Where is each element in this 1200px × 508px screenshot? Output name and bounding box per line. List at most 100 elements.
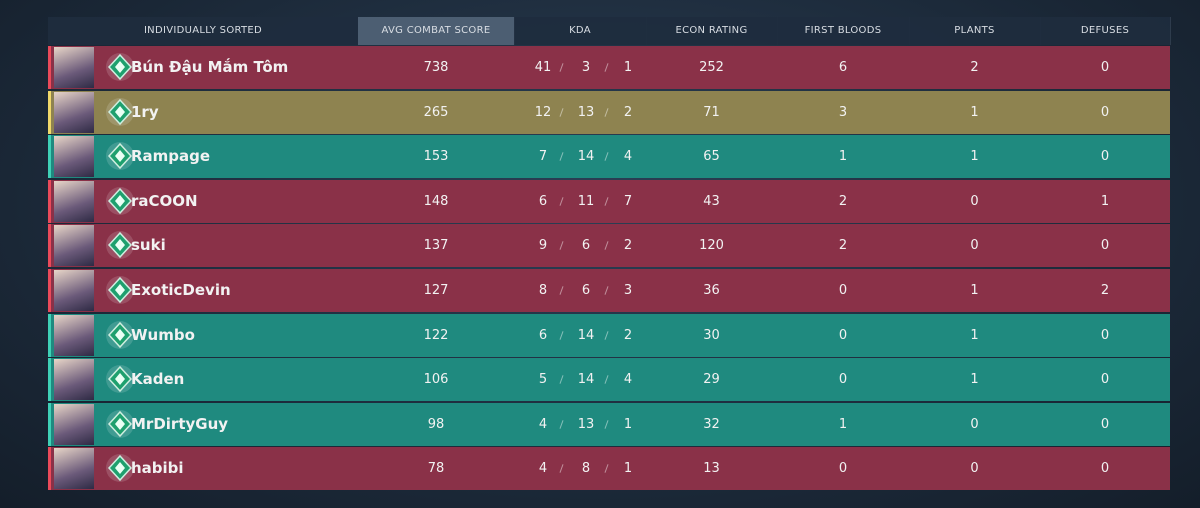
assists: 1 — [623, 416, 633, 432]
avg-combat-score: 106 — [423, 372, 449, 388]
plants: 1 — [970, 149, 979, 165]
kills: 41 — [534, 60, 552, 75]
kda-separator — [559, 152, 564, 162]
player-name[interactable]: Rampage — [131, 147, 211, 166]
agent-portrait — [54, 448, 94, 490]
kills: 6 — [538, 193, 548, 209]
avg-combat-score: 265 — [423, 104, 449, 120]
kills: 6 — [538, 327, 548, 343]
rank-icon — [106, 276, 134, 304]
defuses: 0 — [1100, 60, 1110, 75]
player-name[interactable]: suki — [131, 236, 166, 255]
assists: 4 — [623, 149, 633, 165]
player-name[interactable]: MrDirtyGuy — [131, 414, 229, 433]
plants: 1 — [970, 104, 979, 120]
column-header[interactable]: FIRST BLOODS — [777, 17, 910, 45]
team-stripe — [48, 402, 51, 446]
defuses: 0 — [1100, 327, 1110, 343]
player-name[interactable]: Kaden — [131, 370, 185, 389]
rank-icon — [106, 53, 134, 81]
kills: 4 — [538, 416, 548, 432]
defuses: 0 — [1100, 416, 1110, 432]
plants: 2 — [970, 60, 979, 75]
kda-separator — [559, 107, 564, 117]
rank-icon — [106, 320, 134, 349]
avg-combat-score: 137 — [423, 238, 449, 254]
econ-rating: 43 — [703, 193, 720, 209]
assists: 1 — [623, 461, 633, 477]
deaths: 14 — [577, 327, 595, 343]
kills: 5 — [538, 372, 548, 388]
avg-combat-score: 98 — [427, 416, 445, 432]
kda-separator — [604, 152, 609, 162]
player-row[interactable]: Wumbo 122 6 14 2 30 0 1 0 — [48, 313, 1170, 357]
plants: 1 — [970, 372, 979, 388]
kda-separator — [604, 419, 609, 429]
defuses: 1 — [1100, 193, 1110, 209]
deaths: 3 — [581, 60, 591, 75]
player-row[interactable]: 1ry 265 12 13 2 71 3 1 0 — [48, 90, 1170, 134]
first-bloods: 0 — [838, 461, 848, 477]
rank-icon — [106, 454, 134, 483]
player-row[interactable]: habibi 78 4 8 1 13 0 0 0 — [48, 447, 1170, 491]
deaths: 13 — [577, 104, 595, 120]
kda-separator — [559, 241, 564, 251]
first-bloods: 3 — [838, 104, 848, 120]
team-stripe — [48, 269, 51, 312]
player-name[interactable]: ExoticDevin — [131, 281, 231, 299]
kills: 7 — [538, 149, 548, 165]
kda-separator — [559, 330, 564, 340]
kills: 9 — [538, 238, 548, 254]
kills: 8 — [538, 283, 548, 298]
assists: 2 — [623, 104, 633, 120]
econ-rating: 29 — [703, 372, 720, 388]
agent-portrait — [54, 47, 94, 88]
column-header[interactable]: DEFUSES — [1040, 17, 1171, 45]
assists: 2 — [623, 327, 633, 343]
column-header[interactable]: KDA — [514, 17, 647, 45]
defuses: 0 — [1100, 461, 1110, 477]
kda-separator — [604, 330, 609, 340]
defuses: 0 — [1100, 372, 1110, 388]
kda-separator — [604, 375, 609, 385]
avg-combat-score: 122 — [423, 327, 449, 343]
first-bloods: 1 — [838, 149, 848, 165]
player-name[interactable]: raCOON — [131, 191, 198, 210]
rank-icon — [106, 97, 134, 126]
column-header[interactable]: AVG COMBAT SCORE — [358, 17, 515, 45]
kda-separator — [559, 286, 564, 295]
player-name[interactable]: Bún Đậu Mắm Tôm — [131, 58, 289, 76]
first-bloods: 2 — [838, 238, 848, 254]
deaths: 13 — [577, 416, 595, 432]
column-header[interactable]: ECON RATING — [646, 17, 778, 45]
avg-combat-score: 153 — [423, 149, 449, 165]
agent-portrait — [54, 270, 94, 311]
assists: 7 — [623, 193, 633, 209]
assists: 3 — [623, 283, 633, 298]
player-name[interactable]: Wumbo — [131, 325, 195, 344]
player-row[interactable]: suki 137 9 6 2 120 2 0 0 — [48, 224, 1170, 268]
player-row[interactable]: Kaden 106 5 14 4 29 0 1 0 — [48, 358, 1170, 402]
first-bloods: 6 — [838, 60, 848, 75]
player-row[interactable]: MrDirtyGuy 98 4 13 1 32 1 0 0 — [48, 402, 1170, 446]
kda-separator — [559, 464, 564, 474]
agent-portrait — [54, 359, 94, 401]
defuses: 0 — [1100, 104, 1110, 120]
player-row[interactable]: ExoticDevin 127 8 6 3 36 0 1 2 — [48, 269, 1170, 312]
agent-portrait — [54, 225, 94, 267]
first-bloods: 0 — [838, 372, 848, 388]
deaths: 8 — [581, 461, 591, 477]
kda-separator — [559, 419, 564, 429]
player-row[interactable]: Bún Đậu Mắm Tôm 738 41 3 1 252 6 2 0 — [48, 46, 1170, 89]
kda-separator — [559, 63, 564, 72]
kda-separator — [604, 241, 609, 251]
player-name[interactable]: 1ry — [131, 102, 159, 121]
column-header[interactable]: PLANTS — [909, 17, 1041, 45]
player-row[interactable]: raCOON 148 6 11 7 43 2 0 1 — [48, 179, 1170, 223]
agent-portrait — [54, 91, 94, 133]
defuses: 0 — [1100, 238, 1110, 254]
player-row[interactable]: Rampage 153 7 14 4 65 1 1 0 — [48, 135, 1170, 179]
player-name[interactable]: habibi — [131, 459, 184, 478]
assists: 1 — [623, 60, 633, 75]
kda-separator — [604, 107, 609, 117]
